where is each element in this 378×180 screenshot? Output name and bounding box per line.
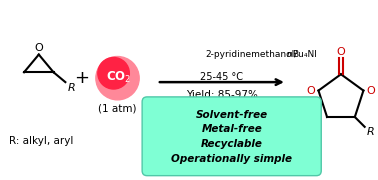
Circle shape <box>96 57 139 100</box>
Text: Operationally simple: Operationally simple <box>171 154 292 164</box>
Text: 25-45 °C: 25-45 °C <box>200 72 243 82</box>
FancyBboxPatch shape <box>142 97 321 176</box>
Text: Yield: 85-97%: Yield: 85-97% <box>186 90 258 100</box>
Text: O: O <box>336 46 345 57</box>
Text: O: O <box>307 86 316 96</box>
Text: Metal-free: Metal-free <box>201 124 262 134</box>
Text: Bu₄NI: Bu₄NI <box>292 50 317 59</box>
Text: +: + <box>74 69 90 87</box>
Text: R: R <box>67 83 75 93</box>
Circle shape <box>98 57 129 89</box>
Text: O: O <box>366 86 375 96</box>
Text: R: alkyl, aryl: R: alkyl, aryl <box>9 136 74 146</box>
Text: R: R <box>367 127 374 137</box>
Text: O: O <box>34 43 43 53</box>
Text: (1 atm): (1 atm) <box>98 104 137 114</box>
Text: 2-pyridinemethanol/: 2-pyridinemethanol/ <box>205 50 297 59</box>
Text: n: n <box>287 50 293 59</box>
Text: Recyclable: Recyclable <box>201 139 263 149</box>
Text: Solvent-free: Solvent-free <box>196 110 268 120</box>
Text: CO$_2$: CO$_2$ <box>106 70 131 85</box>
